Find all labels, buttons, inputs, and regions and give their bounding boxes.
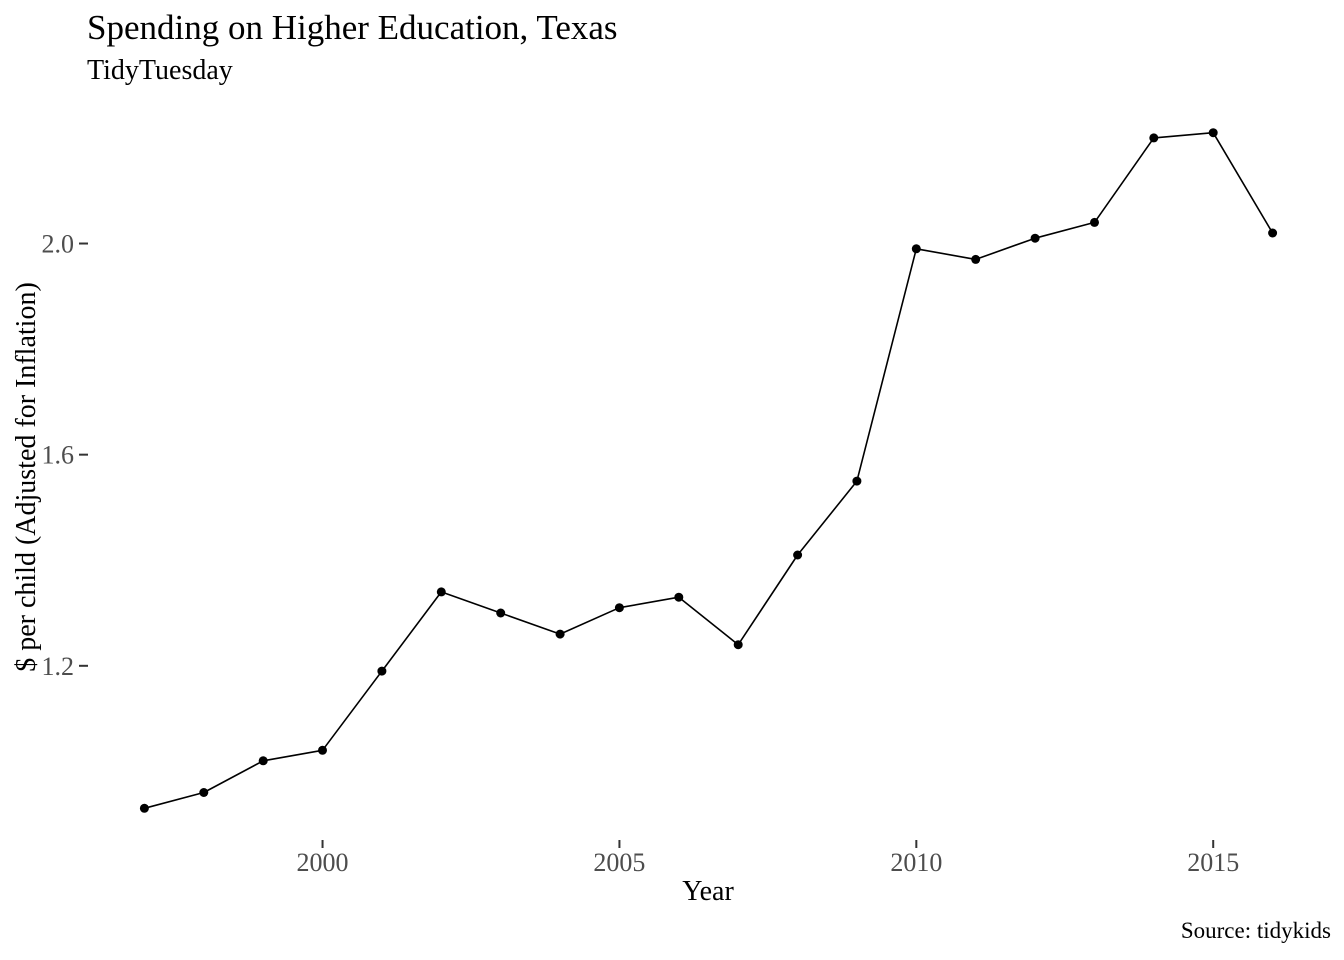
data-point xyxy=(555,629,565,639)
data-point xyxy=(1090,217,1099,227)
y-tick-label: 1.6 xyxy=(42,441,75,470)
x-tick-label: 2015 xyxy=(1187,848,1239,877)
data-point xyxy=(674,592,684,602)
data-point xyxy=(139,803,149,813)
data-point xyxy=(377,666,387,676)
data-point xyxy=(1149,133,1159,143)
chart-subtitle: TidyTuesday xyxy=(87,55,233,86)
data-point xyxy=(733,640,743,650)
data-point xyxy=(496,608,506,618)
data-point xyxy=(436,587,446,597)
y-tick-label: 2.0 xyxy=(42,230,75,259)
data-point xyxy=(258,756,268,766)
series-line xyxy=(143,131,1274,810)
x-axis-title: Year xyxy=(682,876,734,907)
data-point xyxy=(199,788,209,797)
data-point xyxy=(1208,128,1218,138)
data-point xyxy=(793,550,803,560)
y-tick-label: 1.2 xyxy=(42,652,75,681)
chart-caption: Source: tidykids xyxy=(1180,918,1331,943)
x-tick-label: 2000 xyxy=(297,848,349,877)
data-point xyxy=(971,254,981,264)
data-point xyxy=(852,476,862,486)
data-point xyxy=(1030,233,1040,243)
data-point xyxy=(911,244,921,254)
x-tick-label: 2005 xyxy=(593,848,645,877)
data-point xyxy=(318,745,327,755)
chart-title: Spending on Higher Education, Texas xyxy=(87,8,618,47)
x-tick-label: 2010 xyxy=(890,848,942,877)
data-point xyxy=(614,603,624,613)
data-point xyxy=(1268,228,1278,238)
